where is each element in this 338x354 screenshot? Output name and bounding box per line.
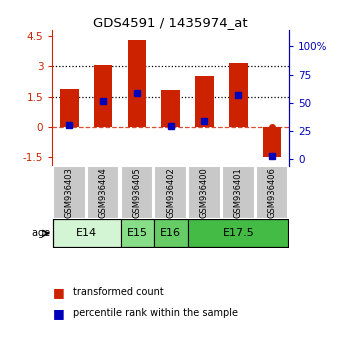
Text: GSM936406: GSM936406: [268, 167, 276, 218]
Text: E15: E15: [126, 228, 147, 238]
Bar: [121, 219, 154, 247]
Text: GSM936405: GSM936405: [132, 167, 141, 218]
Text: age: age: [32, 228, 53, 238]
Bar: [53, 219, 121, 247]
Text: GSM936404: GSM936404: [99, 167, 107, 218]
Text: E17.5: E17.5: [222, 228, 254, 238]
Text: percentile rank within the sample: percentile rank within the sample: [73, 308, 238, 318]
Bar: [188, 219, 290, 247]
Text: GSM936400: GSM936400: [200, 167, 209, 218]
Bar: [256, 166, 288, 219]
Title: GDS4591 / 1435974_at: GDS4591 / 1435974_at: [93, 16, 248, 29]
Text: ■: ■: [52, 307, 64, 320]
Bar: [263, 127, 281, 158]
Bar: [121, 166, 153, 219]
Text: GSM936401: GSM936401: [234, 167, 243, 218]
Bar: [60, 89, 78, 127]
Bar: [128, 40, 146, 127]
Text: E14: E14: [76, 228, 97, 238]
Bar: [94, 65, 113, 127]
Bar: [154, 166, 187, 219]
Bar: [87, 166, 119, 219]
Text: E16: E16: [160, 228, 181, 238]
Text: ■: ■: [52, 286, 64, 298]
Bar: [53, 166, 86, 219]
Bar: [229, 63, 247, 127]
Bar: [162, 90, 180, 127]
Text: transformed count: transformed count: [73, 287, 163, 297]
Bar: [188, 166, 221, 219]
Bar: [222, 166, 255, 219]
Bar: [195, 76, 214, 127]
Text: GSM936402: GSM936402: [166, 167, 175, 218]
Text: GSM936403: GSM936403: [65, 167, 74, 218]
Bar: [154, 219, 188, 247]
